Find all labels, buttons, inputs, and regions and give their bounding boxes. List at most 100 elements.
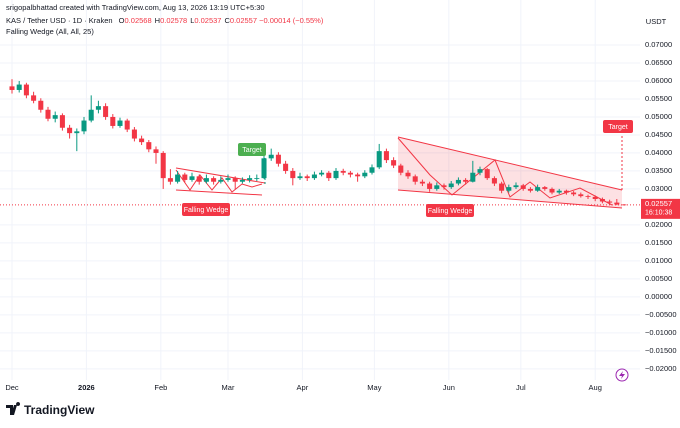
candle-body	[347, 172, 353, 175]
candle-body	[477, 169, 483, 173]
candle-body	[254, 178, 260, 179]
candle-body	[412, 176, 418, 182]
candle-body	[196, 176, 202, 182]
countdown: 16:10:38	[645, 210, 672, 217]
candle-body	[556, 190, 562, 193]
ohlc-value: 0.02568	[125, 16, 152, 25]
wedge-line	[175, 167, 266, 184]
target-label: Target	[242, 147, 262, 154]
candle-body	[218, 179, 224, 182]
candle-body	[88, 109, 94, 121]
candle-body	[434, 185, 440, 189]
wedge-line	[397, 136, 623, 191]
candle-body	[441, 185, 447, 188]
candle-body	[182, 174, 188, 180]
wedge-zigzag	[397, 137, 613, 206]
ohlc-value: 0.02578	[160, 16, 187, 25]
candle-body	[103, 106, 109, 117]
candle-body	[45, 109, 51, 119]
candle-body	[419, 181, 425, 184]
candle-body	[247, 178, 253, 180]
x-tick-label: Jun	[443, 383, 455, 392]
candle-body	[239, 179, 245, 182]
y-tick-label: 0.05000	[645, 112, 672, 121]
candle-body	[311, 174, 317, 179]
candle-body	[355, 174, 361, 177]
x-tick-label: May	[367, 383, 381, 392]
label-box	[238, 143, 266, 156]
x-tick-label: Feb	[154, 383, 167, 392]
ohlc-key: L	[190, 16, 194, 25]
x-tick-label: Aug	[589, 383, 602, 392]
wedge-zigzag	[175, 169, 263, 193]
ohlc-value: 0.02557	[230, 16, 257, 25]
candle-body	[81, 120, 87, 132]
candle-body	[513, 185, 519, 188]
candle-body	[369, 167, 375, 173]
candle-body	[585, 196, 591, 197]
y-tick-label: 0.07000	[645, 40, 672, 49]
wedge-line	[397, 189, 623, 209]
wedge-line	[175, 189, 263, 196]
credit: srigopalbhattad created with TradingView…	[6, 3, 265, 12]
candle-body	[160, 152, 166, 179]
candles	[9, 79, 627, 206]
y-tick-label: 0.02000	[645, 220, 672, 229]
x-tick-label: Dec	[5, 383, 19, 392]
candle-body	[527, 188, 533, 191]
candle-body	[326, 172, 332, 179]
candle-body	[599, 198, 605, 202]
logo: TradingView	[6, 402, 95, 417]
ohlc-key: H	[155, 16, 160, 25]
wedge-label: Falling Wedge	[428, 208, 473, 215]
label-box	[603, 120, 633, 133]
candle-body	[333, 170, 339, 179]
brand: TradingView	[24, 403, 95, 417]
candle-body	[117, 120, 123, 126]
x-tick-label: Jul	[516, 383, 526, 392]
label-box	[426, 204, 474, 217]
candle-body	[275, 154, 281, 164]
candle-body	[232, 178, 238, 182]
candle-body	[74, 131, 80, 134]
candle-body	[542, 187, 548, 189]
candle-body	[376, 151, 382, 168]
candle-body	[283, 163, 289, 171]
candle-body	[535, 187, 541, 191]
candle-body	[578, 194, 584, 197]
change: −0.00014 (−0.55%)	[259, 16, 324, 25]
candle-body	[499, 183, 505, 191]
candle-body	[448, 183, 454, 188]
y-tick-label: −0.02000	[645, 364, 677, 373]
y-tick-label: 0.03500	[645, 166, 672, 175]
y-tick-label: 0.05500	[645, 94, 672, 103]
candle-body	[203, 178, 209, 182]
y-tick-label: 0.06500	[645, 58, 672, 67]
y-tick-label: 0.03000	[645, 184, 672, 193]
y-tick-label: 0.06000	[645, 76, 672, 85]
candle-body	[549, 188, 555, 193]
last-price: 0.02557	[645, 199, 672, 208]
candle-body	[268, 154, 274, 159]
ohlc-value: 0.02537	[194, 16, 221, 25]
indicator: Falling Wedge (All, All, 25)	[6, 27, 94, 36]
candle-body	[67, 127, 73, 134]
candle-body	[225, 178, 231, 180]
x-axis: Dec 2026 Feb Mar Apr May Jun Jul Aug	[5, 383, 602, 392]
ohlc-line: KAS / Tether USD · 1D · Kraken O0.02568 H…	[6, 16, 324, 25]
candle-body	[189, 176, 195, 180]
candle-body	[59, 115, 65, 128]
candle-body	[211, 178, 217, 182]
y-tick-label: 0.00500	[645, 274, 672, 283]
candle-body	[290, 170, 296, 179]
candle-body	[38, 100, 44, 110]
candle-body	[16, 84, 22, 90]
candle-body	[520, 185, 526, 189]
y-tick-label: −0.00500	[645, 310, 677, 319]
candle-body	[124, 120, 130, 130]
candle-body	[167, 178, 173, 182]
wedge-label: Falling Wedge	[184, 207, 229, 214]
candle-body	[23, 84, 29, 96]
alert-icon[interactable]	[615, 368, 629, 382]
